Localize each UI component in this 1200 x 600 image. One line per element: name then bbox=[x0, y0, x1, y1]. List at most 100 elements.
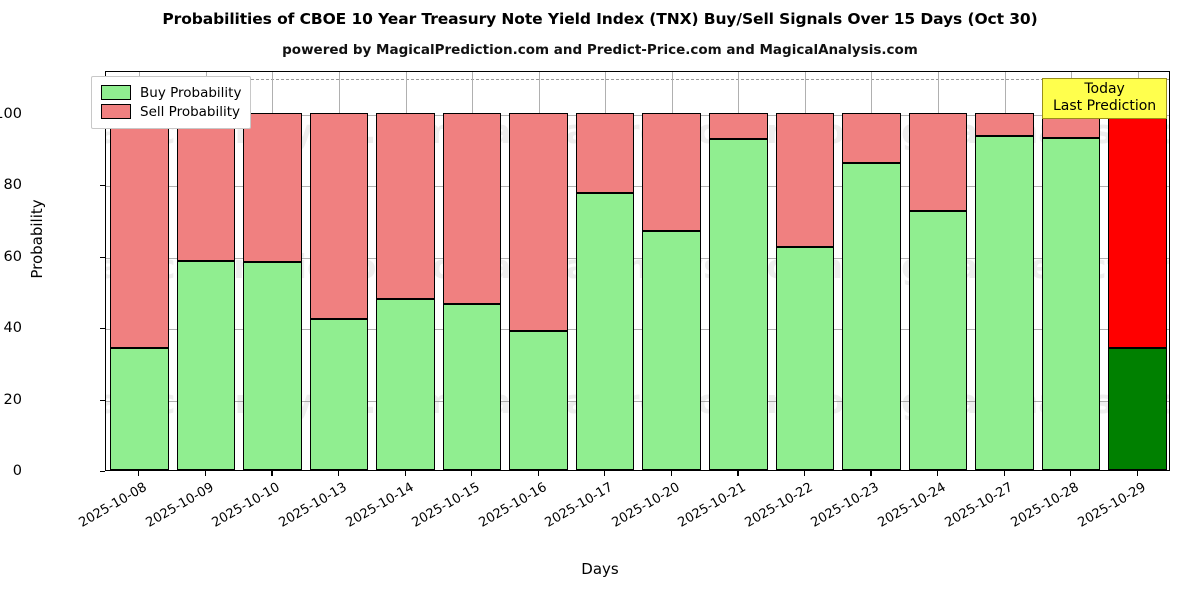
bar-segment-sell[interactable] bbox=[908, 112, 968, 212]
bar-group[interactable] bbox=[709, 72, 768, 470]
bar-group[interactable] bbox=[908, 72, 968, 470]
bar-segment-buy[interactable] bbox=[243, 261, 302, 470]
page-title: Probabilities of CBOE 10 Year Treasury N… bbox=[162, 10, 1038, 28]
legend-item-buy: Buy Probability bbox=[101, 83, 241, 102]
bar-series bbox=[106, 72, 1169, 470]
x-tick-label: 2025-10-14 bbox=[343, 480, 417, 531]
y-tick-label: 100 bbox=[0, 105, 22, 122]
bar-segment-buy[interactable] bbox=[642, 230, 702, 470]
bar-segment-buy[interactable] bbox=[709, 138, 768, 470]
x-tick-label: 2025-10-29 bbox=[1075, 480, 1149, 531]
bar-group[interactable] bbox=[1108, 72, 1167, 470]
bar-segment-sell[interactable] bbox=[775, 112, 835, 247]
bar-segment-sell[interactable] bbox=[975, 112, 1034, 137]
bar-group[interactable] bbox=[109, 72, 169, 470]
y-tick-label: 0 bbox=[12, 463, 22, 479]
bar-segment-sell[interactable] bbox=[842, 112, 901, 163]
x-tick-mark bbox=[138, 471, 140, 476]
legend-item-sell: Sell Probability bbox=[101, 102, 241, 121]
bar-segment-buy[interactable] bbox=[1041, 137, 1101, 470]
bar-group[interactable] bbox=[376, 72, 435, 470]
x-tick-label: 2025-10-22 bbox=[742, 480, 816, 531]
bar-segment-buy[interactable] bbox=[908, 211, 968, 470]
gridline bbox=[106, 329, 1169, 331]
x-tick-label: 2025-10-08 bbox=[76, 480, 150, 531]
bar-group[interactable] bbox=[1041, 72, 1101, 470]
y-tick-label: 40 bbox=[3, 320, 22, 337]
x-tick-mark bbox=[337, 471, 340, 476]
bar-segment-sell[interactable] bbox=[176, 112, 236, 261]
bar-segment-sell[interactable] bbox=[243, 112, 302, 262]
x-tick-label: 2025-10-27 bbox=[942, 480, 1016, 531]
x-tick-mark bbox=[803, 471, 806, 476]
x-tick-mark bbox=[870, 471, 872, 476]
bar-segment-buy[interactable] bbox=[509, 331, 568, 470]
bar-segment-sell[interactable] bbox=[109, 112, 169, 348]
chart-legend: Buy Probability Sell Probability bbox=[91, 76, 252, 129]
today-annotation: Today Last Prediction bbox=[1042, 78, 1168, 120]
x-tick-label: 2025-10-28 bbox=[1008, 480, 1082, 531]
bar-segment-sell[interactable] bbox=[575, 112, 635, 193]
bar-group[interactable] bbox=[243, 72, 302, 470]
x-tick-mark bbox=[1070, 471, 1072, 476]
bar-segment-buy[interactable] bbox=[775, 246, 835, 470]
bar-group[interactable] bbox=[442, 72, 502, 470]
bar-segment-sell[interactable] bbox=[376, 112, 435, 299]
bar-segment-buy[interactable] bbox=[975, 136, 1034, 470]
today-annotation-line2: Last Prediction bbox=[1053, 97, 1157, 114]
bar-segment-sell[interactable] bbox=[1108, 112, 1167, 348]
x-tick-label: 2025-10-24 bbox=[875, 480, 949, 531]
bar-segment-buy[interactable] bbox=[176, 260, 236, 470]
y-tick-label: 60 bbox=[3, 248, 22, 265]
bar-segment-sell[interactable] bbox=[509, 112, 568, 332]
x-tick-mark bbox=[1003, 471, 1005, 476]
x-tick-mark bbox=[204, 471, 207, 476]
bar-group[interactable] bbox=[775, 72, 835, 470]
x-tick-mark bbox=[937, 471, 939, 476]
legend-swatch-buy-icon bbox=[101, 85, 131, 100]
y-tick-mark bbox=[100, 471, 105, 473]
x-tick-mark bbox=[670, 471, 672, 476]
bar-group[interactable] bbox=[509, 72, 568, 470]
bar-segment-sell[interactable] bbox=[642, 112, 702, 231]
x-tick-label: 2025-10-17 bbox=[542, 480, 616, 531]
bar-group[interactable] bbox=[642, 72, 702, 470]
bar-segment-sell[interactable] bbox=[442, 112, 502, 305]
x-axis-label: Days bbox=[581, 560, 619, 578]
gridline bbox=[106, 400, 1169, 402]
gridline bbox=[106, 257, 1169, 259]
gridline bbox=[106, 186, 1169, 188]
bar-segment-buy[interactable] bbox=[376, 298, 435, 470]
bar-segment-buy[interactable] bbox=[842, 162, 901, 470]
x-tick-label: 2025-10-16 bbox=[476, 480, 550, 531]
bar-segment-sell[interactable] bbox=[309, 112, 369, 320]
x-tick-mark bbox=[737, 471, 739, 476]
x-tick-label: 2025-10-21 bbox=[675, 480, 749, 531]
y-tick-label: 80 bbox=[3, 177, 22, 194]
x-tick-label: 2025-10-13 bbox=[276, 480, 350, 531]
x-tick-label: 2025-10-20 bbox=[609, 480, 683, 531]
bar-group[interactable] bbox=[975, 72, 1034, 470]
x-tick-label: 2025-10-10 bbox=[209, 480, 283, 531]
bar-group[interactable] bbox=[176, 72, 236, 470]
bar-segment-buy[interactable] bbox=[575, 192, 635, 470]
chart-subtitle: powered by MagicalPrediction.com and Pre… bbox=[282, 42, 918, 58]
bar-segment-buy[interactable] bbox=[109, 347, 169, 470]
bar-group[interactable] bbox=[842, 72, 901, 470]
y-tick-mark bbox=[100, 399, 105, 401]
today-annotation-line1: Today bbox=[1084, 81, 1125, 97]
y-axis-label: Probability bbox=[28, 199, 46, 279]
y-tick-mark bbox=[100, 185, 105, 187]
reference-line bbox=[106, 79, 1169, 81]
bar-segment-buy[interactable] bbox=[442, 304, 502, 470]
bar-segment-buy[interactable] bbox=[309, 319, 369, 470]
x-tick-mark bbox=[404, 471, 406, 476]
bar-segment-sell[interactable] bbox=[709, 112, 768, 139]
x-tick-mark bbox=[471, 471, 473, 476]
y-tick-mark bbox=[100, 256, 105, 258]
bar-segment-buy[interactable] bbox=[1108, 347, 1167, 470]
bar-group[interactable] bbox=[575, 72, 635, 470]
legend-swatch-sell-icon bbox=[101, 104, 131, 119]
bar-group[interactable] bbox=[309, 72, 369, 470]
